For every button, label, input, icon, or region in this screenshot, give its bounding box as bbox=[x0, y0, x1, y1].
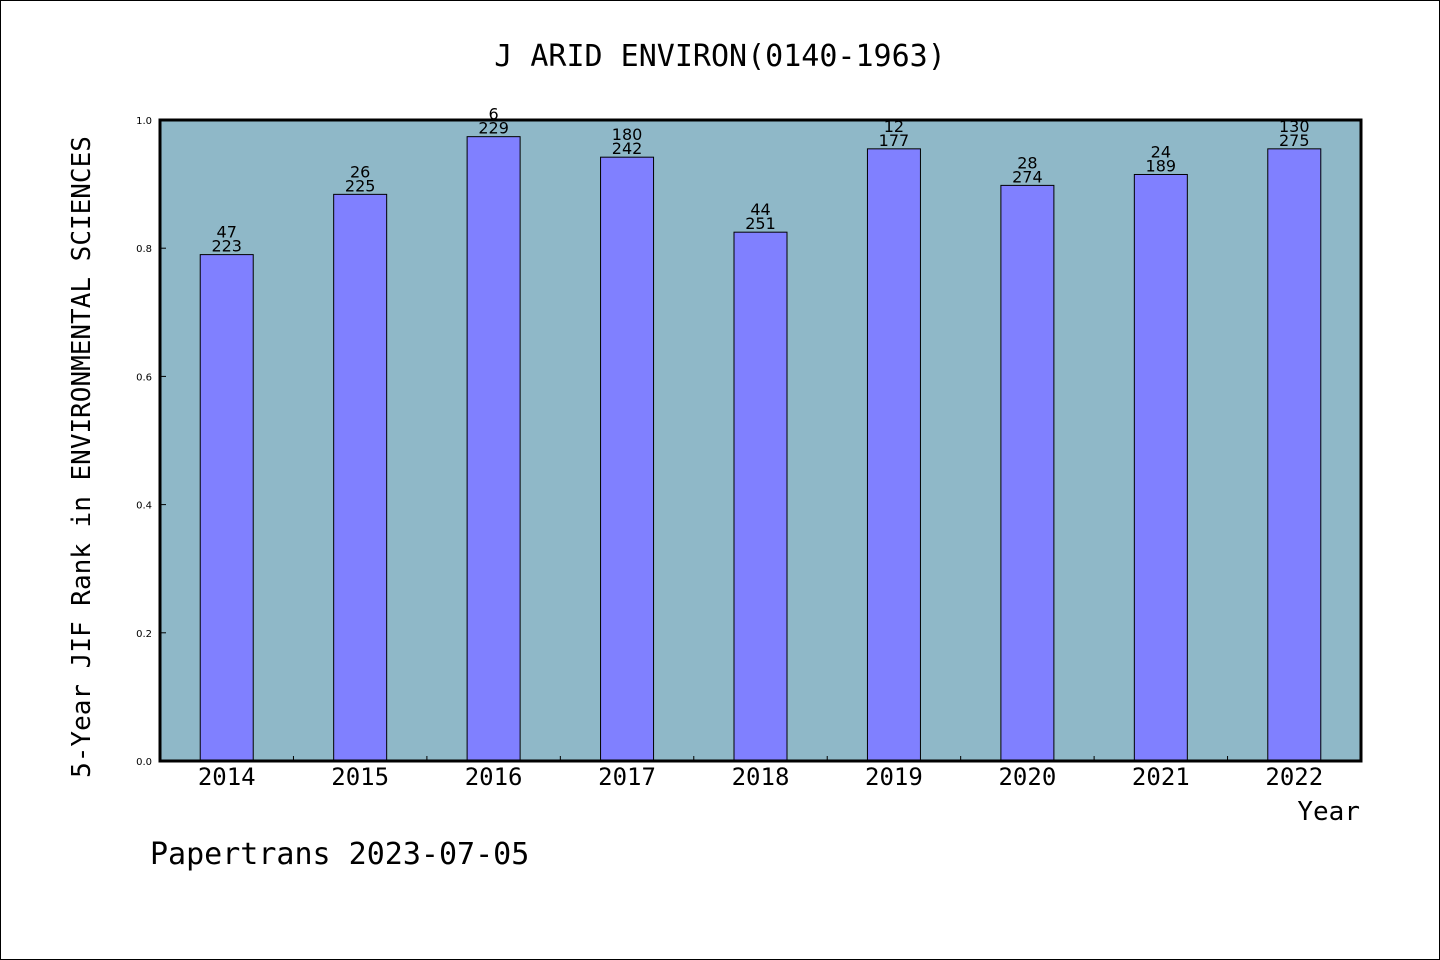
total-label-2014: 223 bbox=[211, 237, 242, 256]
total-label-2022: 275 bbox=[1279, 131, 1310, 150]
bar-2015 bbox=[333, 193, 388, 762]
footer-credit: Papertrans 2023-07-05 bbox=[150, 837, 529, 872]
chart-title: J ARID ENVIRON(0140-1963) bbox=[494, 39, 946, 74]
y-tick-label: 0.0 bbox=[136, 757, 152, 768]
bar-2017 bbox=[600, 156, 655, 762]
y-tick-label: 0.6 bbox=[136, 372, 152, 383]
bar-2018 bbox=[733, 231, 788, 762]
x-axis-title: Year bbox=[1297, 797, 1360, 827]
total-label-2020: 274 bbox=[1012, 167, 1043, 186]
bar-2019 bbox=[866, 148, 921, 762]
bar-2014 bbox=[199, 254, 254, 762]
rank-label-2015: 26 bbox=[350, 162, 370, 181]
y-tick-label: 0.4 bbox=[136, 501, 152, 512]
y-axis-title: 5-Year JIF Rank in ENVIRONMENTAL SCIENCE… bbox=[67, 136, 97, 778]
x-tick-label-2014: 2014 bbox=[198, 763, 256, 791]
total-label-2021: 189 bbox=[1146, 156, 1177, 175]
bar-2022 bbox=[1267, 148, 1322, 762]
x-tick-label-2015: 2015 bbox=[331, 763, 389, 791]
y-axis: 0.0 0.2 0.4 0.6 0.8 1.0 bbox=[136, 116, 166, 768]
y-tick-label: 0.2 bbox=[136, 629, 152, 640]
x-tick-label-2018: 2018 bbox=[732, 763, 790, 791]
rank-label-2016: 6 bbox=[489, 105, 499, 124]
x-axis: 2014 2015 2016 2017 2018 2019 2020 2021 2022 bbox=[198, 756, 1323, 791]
rank-label-2020: 28 bbox=[1017, 153, 1037, 172]
y-tick-label: 1.0 bbox=[136, 116, 152, 127]
rank-label-2014: 47 bbox=[217, 223, 237, 242]
x-tick-label-2019: 2019 bbox=[865, 763, 923, 791]
total-label-2019: 177 bbox=[879, 131, 910, 150]
bar-2016 bbox=[466, 136, 521, 762]
total-label-2016: 229 bbox=[478, 119, 509, 138]
total-label-2017: 242 bbox=[612, 139, 643, 158]
bar-2020 bbox=[1000, 184, 1055, 762]
rank-label-2021: 24 bbox=[1151, 142, 1171, 161]
total-label-2015: 225 bbox=[345, 176, 376, 195]
rank-label-2022: 130 bbox=[1279, 117, 1310, 136]
x-tick-label-2020: 2020 bbox=[998, 763, 1056, 791]
total-label-2018: 251 bbox=[745, 214, 776, 233]
y-tick-label: 0.8 bbox=[136, 244, 152, 255]
x-tick-label-2016: 2016 bbox=[465, 763, 523, 791]
x-tick-label-2017: 2017 bbox=[598, 763, 656, 791]
x-tick-label-2021: 2021 bbox=[1132, 763, 1190, 791]
rank-label-2018: 44 bbox=[750, 200, 770, 219]
bar-2021 bbox=[1133, 173, 1188, 762]
rank-label-2017: 180 bbox=[612, 125, 643, 144]
x-tick-label-2022: 2022 bbox=[1265, 763, 1323, 791]
plot-border bbox=[158, 118, 1363, 763]
rank-label-2019: 12 bbox=[884, 117, 904, 136]
bars-layer bbox=[199, 136, 1322, 762]
